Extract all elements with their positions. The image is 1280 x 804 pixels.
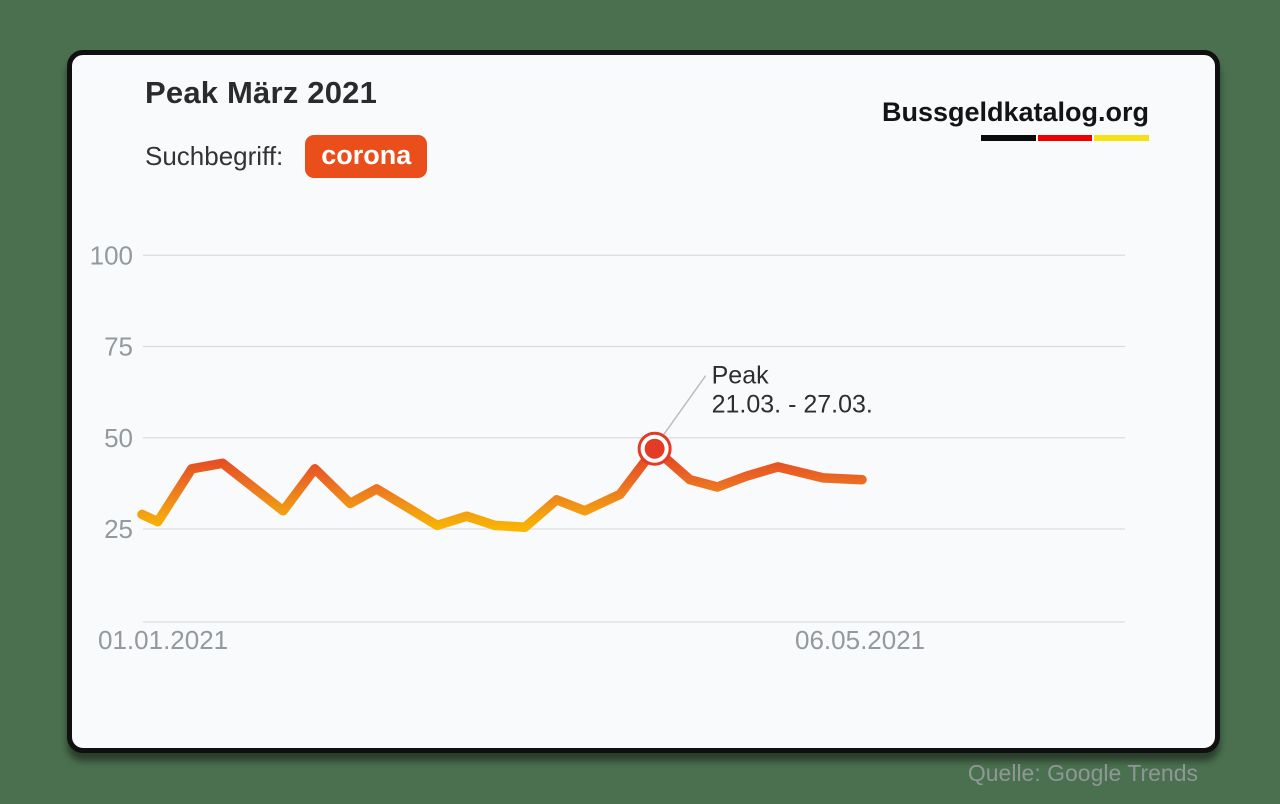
search-term-label: Suchbegriff: [145,141,284,172]
trend-line [137,443,867,532]
source-note: Quelle: Google Trends [967,760,1198,786]
flag-black-segment [981,135,1036,141]
x-axis-label-start: 01.01.2021 [98,625,228,655]
trend-chart: 100 75 50 25 01.01.2021 06.05.2021 Peak21.03. … [90,240,1125,655]
y-tick-label-25: 25 [104,514,133,544]
search-term-row: Suchbegriff: corona [145,135,428,179]
flag-yellow-segment [1094,135,1150,141]
peak-annotation-title: Peak [712,362,769,390]
infographic-card: 100 75 50 25 01.01.2021 06.05.2021 Peak 21.03. … [67,50,1220,753]
search-term-badge: corona [305,135,428,179]
brand-name: Bussgeldkatalog.org [881,97,1149,127]
x-axis-label-end: 06.05.2021 [795,625,925,655]
flag-red-segment [1037,135,1093,141]
brand-logo: Bussgeldkatalog.org [881,97,1150,141]
peak-annotation-dates: 21.03. - 27.03. [712,391,873,419]
page-title: Peak März 2021 [145,75,378,110]
german-flag-bar [981,135,1150,141]
y-tick-label-75: 75 [104,332,133,362]
peak-marker-dot [644,438,665,459]
y-tick-label-100: 100 [90,240,133,270]
peak-callout-line [663,375,707,436]
y-tick-label-50: 50 [104,423,133,453]
